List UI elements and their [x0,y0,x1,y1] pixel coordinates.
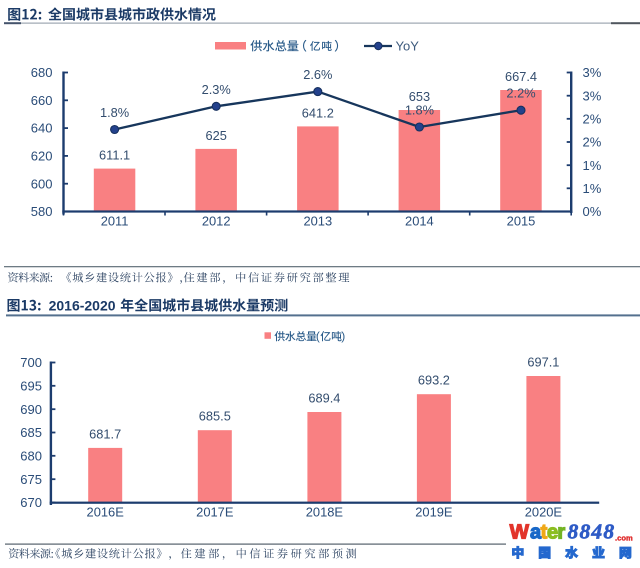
svg-text:1%: 1% [583,181,602,196]
svg-text:2013: 2013 [303,214,332,229]
svg-text:640: 640 [31,121,53,136]
svg-text:675: 675 [20,472,42,487]
svg-text:689.4: 689.4 [308,391,340,406]
svg-text:2012: 2012 [202,214,231,229]
svg-text:600: 600 [31,176,53,191]
svg-text:690: 690 [20,402,42,417]
svg-text:3%: 3% [583,65,602,80]
svg-text:r: r [557,522,565,544]
svg-text:1.8%: 1.8% [100,105,129,120]
svg-text:2017E: 2017E [196,505,234,520]
svg-text:2020E: 2020E [525,505,563,520]
svg-text:625: 625 [206,128,227,143]
svg-text:.com: .com [615,533,633,542]
svg-text:700: 700 [20,355,42,370]
svg-text:2014: 2014 [405,214,434,229]
svg-text:2%: 2% [583,135,602,150]
svg-text:3%: 3% [583,88,602,103]
svg-text:(: ( [316,329,320,343]
svg-text:681.7: 681.7 [89,426,121,441]
svg-text:693.2: 693.2 [418,373,450,388]
svg-text:2016-2020: 2016-2020 [49,297,116,313]
svg-text:W: W [510,521,530,544]
svg-text:2%: 2% [583,111,602,126]
svg-text:580: 580 [31,204,53,219]
svg-text:2015: 2015 [507,214,536,229]
svg-text:t: t [541,522,548,544]
svg-text:): ) [341,329,345,343]
svg-text:1%: 1% [583,158,602,173]
svg-text:611.1: 611.1 [99,148,130,163]
svg-text:2016E: 2016E [87,505,125,520]
svg-text:8848: 8848 [568,520,616,544]
svg-text:2.2%: 2.2% [506,86,535,101]
svg-text:685.5: 685.5 [199,409,231,424]
svg-text:a: a [530,522,542,544]
svg-text:2.3%: 2.3% [202,82,231,97]
svg-text:685: 685 [20,425,42,440]
svg-text:2011: 2011 [101,214,129,229]
svg-text:620: 620 [31,149,53,164]
svg-text:695: 695 [20,378,42,393]
svg-text:660: 660 [31,93,53,108]
svg-text:1.8%: 1.8% [405,103,434,118]
svg-text:2.6%: 2.6% [303,67,332,82]
svg-text:697.1: 697.1 [527,355,559,370]
svg-text:670: 670 [20,495,42,510]
svg-text:YoY: YoY [396,39,420,54]
svg-text:0%: 0% [583,204,602,219]
svg-text:641.2: 641.2 [302,105,334,120]
svg-text:653: 653 [409,89,430,104]
svg-text:2018E: 2018E [306,505,344,520]
svg-text:667.4: 667.4 [505,69,537,84]
svg-text:680: 680 [20,448,42,463]
svg-text:680: 680 [31,65,53,80]
svg-text:2019E: 2019E [415,505,453,520]
svg-text:e: e [547,522,558,544]
